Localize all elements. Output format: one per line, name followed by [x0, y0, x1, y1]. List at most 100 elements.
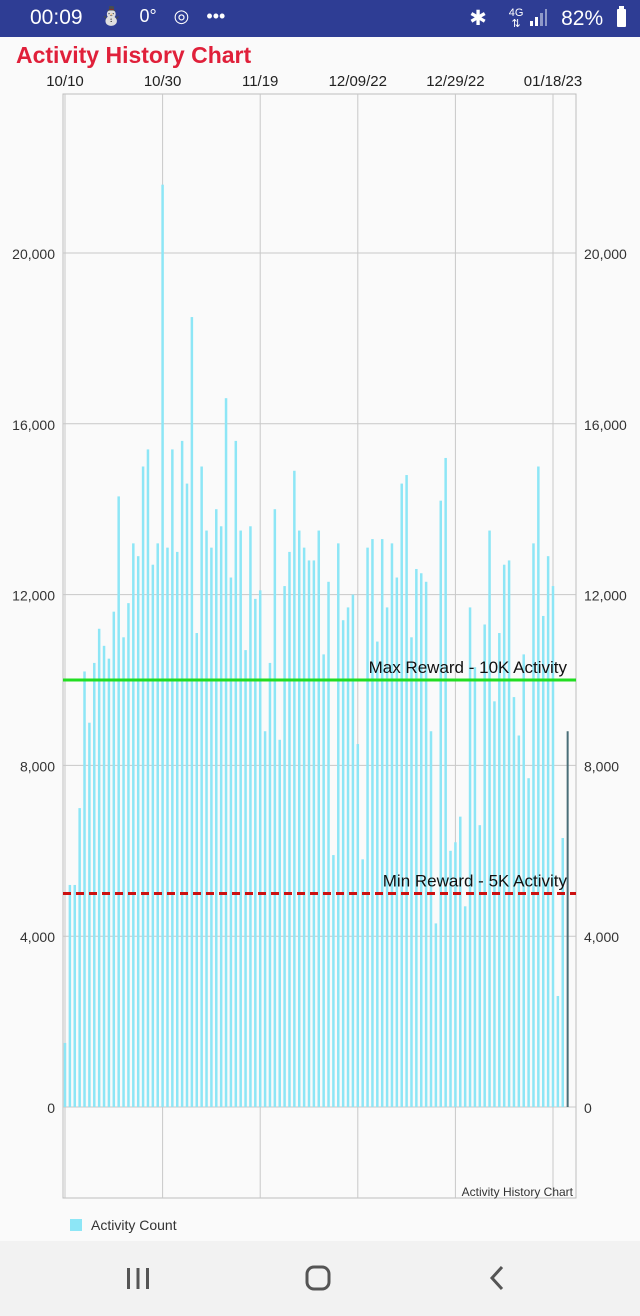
bar-today [566, 731, 569, 1107]
bar [439, 500, 443, 1107]
bar [219, 526, 223, 1107]
bar [146, 449, 150, 1107]
bar [459, 816, 462, 1107]
x-tick-label: 11/19 [242, 73, 278, 90]
bar [88, 722, 91, 1107]
bar [410, 637, 413, 1107]
bar [171, 449, 174, 1107]
bar [341, 620, 345, 1107]
network-type: 4G [508, 7, 524, 20]
bar [488, 530, 491, 1107]
legend-swatch [70, 1219, 82, 1231]
recent-apps-icon[interactable] [118, 1263, 158, 1295]
bar [234, 440, 238, 1107]
bar [419, 573, 423, 1107]
bar [507, 560, 511, 1107]
bar [561, 837, 565, 1107]
bar [63, 1042, 67, 1107]
y-tick-label-left: 20,000 [12, 246, 55, 262]
bar [307, 560, 311, 1107]
bar [551, 586, 555, 1107]
bar [268, 662, 272, 1107]
bar [454, 842, 457, 1107]
bar [371, 539, 374, 1107]
x-tick-label: 01/18/23 [524, 73, 582, 90]
bar [385, 607, 389, 1107]
bar [332, 855, 335, 1107]
bar [244, 650, 247, 1107]
home-icon[interactable] [298, 1263, 338, 1295]
bar [546, 556, 550, 1107]
bar [361, 859, 364, 1107]
y-tick-label-left: 4,000 [20, 929, 55, 945]
bar [498, 633, 501, 1107]
y-tick-label-left: 0 [47, 1100, 55, 1116]
bar [444, 457, 447, 1108]
y-tick-label-right: 16,000 [584, 417, 627, 433]
y-tick-label-left: 12,000 [12, 588, 55, 604]
bar [254, 598, 257, 1107]
chart-legend: Activity Count [70, 1217, 177, 1233]
bar [395, 577, 399, 1107]
bar [434, 923, 438, 1107]
bar [283, 586, 286, 1107]
bar [376, 641, 379, 1107]
reference-line-label: Min Reward - 5K Activity [383, 872, 568, 891]
bar [322, 654, 325, 1107]
bar [468, 607, 472, 1107]
bar [107, 658, 111, 1107]
bar [239, 530, 242, 1107]
page-title: Activity History Chart [16, 42, 252, 68]
bar [532, 543, 535, 1107]
bar [73, 884, 77, 1107]
bar [556, 995, 560, 1107]
bar [278, 739, 281, 1107]
bar [215, 509, 218, 1107]
bar [229, 577, 233, 1107]
instagram-icon: ◎ [173, 6, 190, 26]
x-tick-label: 10/30 [144, 73, 182, 90]
x-tick-label: 10/10 [46, 73, 84, 90]
bluetooth-icon: ✱ [469, 7, 487, 30]
status-bar: 00:09 ⛄ 0° ◎ ••• ✱ 4G ⇅ 82% [0, 0, 640, 37]
bar [68, 884, 72, 1107]
bar [390, 543, 394, 1107]
bar [502, 564, 506, 1107]
bar [122, 637, 125, 1107]
bar [317, 530, 321, 1107]
bar [166, 547, 169, 1107]
bar [97, 628, 101, 1107]
bar [297, 530, 301, 1107]
bar [463, 906, 467, 1107]
bar [415, 568, 418, 1107]
bar [512, 697, 516, 1107]
bar [541, 615, 545, 1107]
bar [151, 564, 155, 1107]
bar [537, 466, 540, 1107]
bar [117, 496, 120, 1107]
legend-label: Activity Count [91, 1217, 177, 1233]
bar [356, 744, 360, 1107]
bar [522, 654, 525, 1107]
bar [517, 735, 521, 1107]
temperature-icon: 0° [139, 6, 157, 26]
bar [249, 526, 252, 1107]
bar [161, 184, 164, 1107]
y-tick-label-left: 16,000 [12, 417, 55, 433]
bar [205, 530, 208, 1107]
bar [83, 671, 86, 1107]
bar [293, 470, 296, 1107]
navigation-bar [0, 1241, 640, 1316]
y-tick-label-right: 0 [584, 1100, 592, 1116]
bar [429, 731, 433, 1107]
bar [380, 539, 384, 1107]
system-icons: ✱ 4G ⇅ 82% [461, 6, 626, 31]
bar [210, 547, 213, 1107]
battery-percent: 82% [561, 7, 604, 30]
bar [483, 624, 486, 1107]
bar [400, 483, 403, 1108]
back-icon[interactable] [478, 1263, 518, 1295]
bar [224, 398, 228, 1107]
bar [424, 581, 428, 1107]
plot-frame [62, 93, 577, 1199]
